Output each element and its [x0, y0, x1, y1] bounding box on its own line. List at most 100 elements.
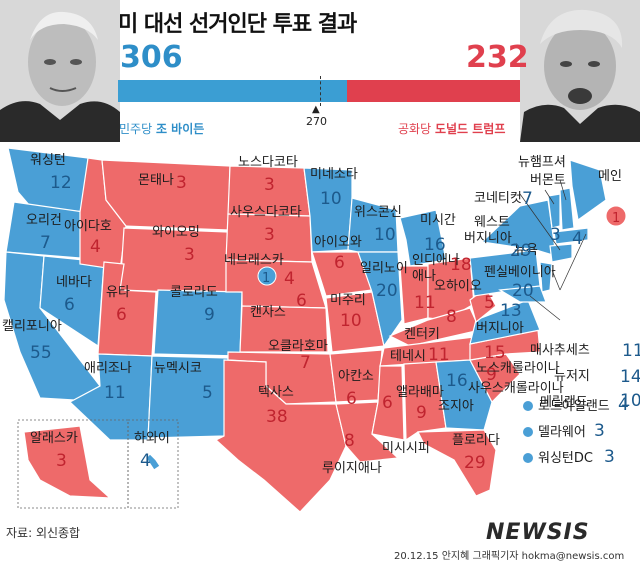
ok-name: 오클라호마 [268, 339, 328, 354]
ct-name: 코네티컷 [474, 191, 522, 206]
ny-name: 뉴욕 [514, 243, 538, 258]
de-votes: 3 [594, 421, 605, 441]
il-votes: 20 [376, 281, 398, 301]
sc-name: 사우스캐롤라이나 [468, 381, 564, 396]
state-ct [549, 243, 573, 263]
mt-votes: 3 [176, 173, 187, 193]
ga-name: 조지아 [438, 399, 474, 414]
ut-votes: 6 [116, 305, 127, 325]
ok-votes: 7 [300, 353, 311, 373]
sd-votes: 3 [264, 225, 275, 245]
hawaii-inset-box [127, 419, 179, 509]
pa-name: 펜실베이니아 [484, 265, 556, 280]
nd-name: 노스다코타 [238, 155, 298, 170]
dc-dot [523, 453, 533, 463]
state-ms [371, 365, 405, 441]
oh-name: 오하이오 [434, 279, 482, 294]
ct-votes: 7 [522, 189, 533, 209]
la-name: 루이지애나 [322, 461, 382, 476]
mi-name: 미시간 [420, 213, 456, 228]
state-labels: 워싱턴 12 오리건 7 캘리포니아 55 네바다 6 아이다호 4 몬태나 3… [2, 153, 640, 476]
dc-name: 워싱턴DC [538, 451, 593, 466]
state-ak [23, 425, 112, 499]
al-name: 앨라배마 [396, 385, 444, 400]
trump-name: 도널드 트럼프 [434, 122, 506, 136]
fl-votes: 29 [464, 453, 486, 473]
state-me [569, 159, 607, 222]
state-md [498, 285, 547, 303]
nm-votes: 5 [202, 383, 213, 403]
state-tx [214, 359, 347, 513]
trump-name-label: 공화당 도널드 트럼프 [398, 120, 505, 137]
fl-name: 플로리다 [452, 433, 500, 448]
hi-name: 하와이 [134, 431, 170, 446]
state-nj [539, 261, 553, 293]
ga-votes: 16 [446, 371, 468, 391]
newsis-logo: NEWSIS [486, 520, 590, 545]
in-votes: 11 [414, 293, 436, 313]
az-name: 애리조나 [84, 361, 132, 376]
threshold-marker: ▲ [312, 104, 320, 115]
mn-name: 미네소타 [310, 167, 358, 182]
co-votes: 9 [204, 305, 215, 325]
mn-votes: 10 [320, 189, 342, 209]
nh-votes: 4 [572, 229, 583, 249]
biden-portrait [0, 0, 120, 142]
tn-votes: 11 [428, 345, 450, 365]
ms-votes: 6 [382, 393, 393, 413]
state-va [469, 299, 541, 345]
al-votes: 9 [416, 403, 427, 423]
tx-name: 텍사스 [258, 385, 294, 400]
ne-votes-b: 1 [262, 271, 270, 286]
ms-name: 미시시피 [382, 441, 430, 456]
tn-name: 테네시 [390, 349, 426, 364]
ak-votes: 3 [56, 451, 67, 471]
maine-split-dot [605, 205, 627, 227]
la-votes: 8 [344, 431, 355, 451]
hi-votes: 4 [140, 451, 151, 471]
state-il [357, 251, 403, 348]
id-name: 아이다호 [64, 219, 112, 234]
ma-name: 매사추세츠 [530, 343, 590, 358]
biden-electoral-votes: 306 [120, 40, 183, 75]
trump-party: 공화당 [398, 122, 432, 136]
ne-votes-r: 4 [284, 269, 295, 289]
state-nh [559, 187, 575, 231]
ar-name: 아칸소 [338, 369, 374, 384]
pa-votes: 20 [512, 281, 534, 301]
ny-votes: 29 [510, 241, 532, 261]
state-fl [417, 429, 497, 497]
tx-votes: 38 [266, 407, 288, 427]
az-votes: 11 [104, 383, 126, 403]
ca-name: 캘리포니아 [2, 319, 62, 334]
md-votes: 10 [620, 391, 640, 411]
nc-name: 노스캐롤라이나 [476, 361, 560, 376]
ks-name: 캔자스 [250, 305, 286, 320]
trump-portrait [520, 0, 640, 142]
wy-name: 와이오밍 [152, 225, 200, 240]
md-name: 메릴랜드 [540, 395, 588, 410]
me-votes-r: 1 [612, 211, 620, 226]
me-name: 메인 [598, 169, 622, 184]
state-al [403, 361, 447, 442]
us-electoral-map: 워싱턴 12 오리건 7 캘리포니아 55 네바다 6 아이다호 4 몬태나 3… [2, 147, 640, 513]
wy-votes: 3 [184, 245, 195, 265]
ia-votes: 6 [334, 253, 345, 273]
ri-votes: 4 [618, 395, 629, 415]
ma-votes: 11 [622, 341, 640, 361]
state-ks [239, 305, 329, 353]
dc-votes: 3 [604, 447, 615, 467]
biden-name-label: 민주당 조 바이든 [119, 120, 204, 137]
ak-name: 알래스카 [30, 431, 78, 446]
ks-votes: 6 [296, 291, 307, 311]
ar-votes: 6 [346, 389, 357, 409]
nj-votes: 14 [620, 367, 640, 387]
wa-name: 워싱턴 [30, 153, 66, 168]
wi-name: 위스콘신 [354, 205, 402, 220]
ri-dot [523, 401, 533, 411]
state-mi [399, 209, 447, 267]
mi-votes: 16 [424, 235, 446, 255]
mo-votes: 10 [340, 311, 362, 331]
ia-name: 아이오와 [314, 235, 362, 250]
state-hi [145, 453, 161, 471]
